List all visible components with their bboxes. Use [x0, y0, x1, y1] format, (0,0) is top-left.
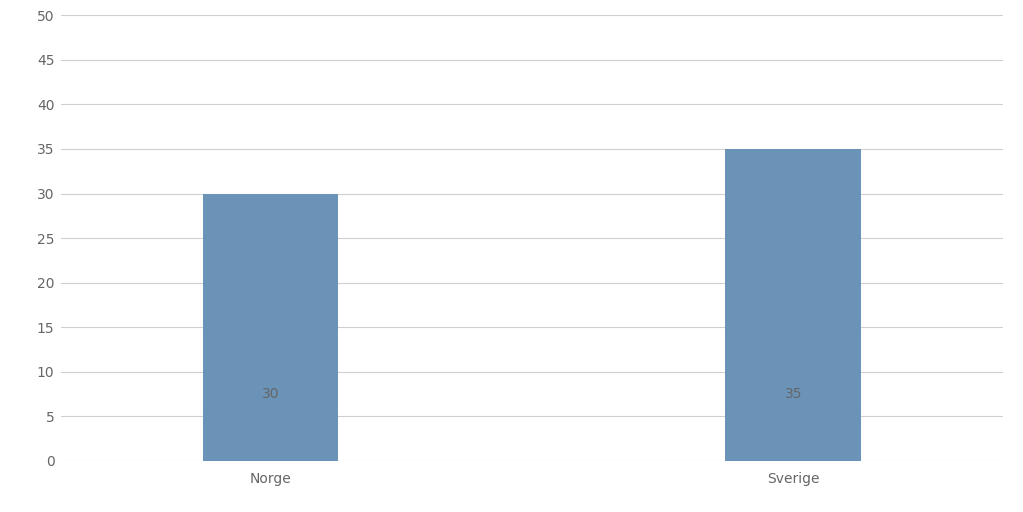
- Bar: [725, 149, 861, 461]
- Bar: [203, 194, 339, 461]
- Text: 30: 30: [262, 387, 279, 401]
- Text: 35: 35: [785, 387, 802, 401]
